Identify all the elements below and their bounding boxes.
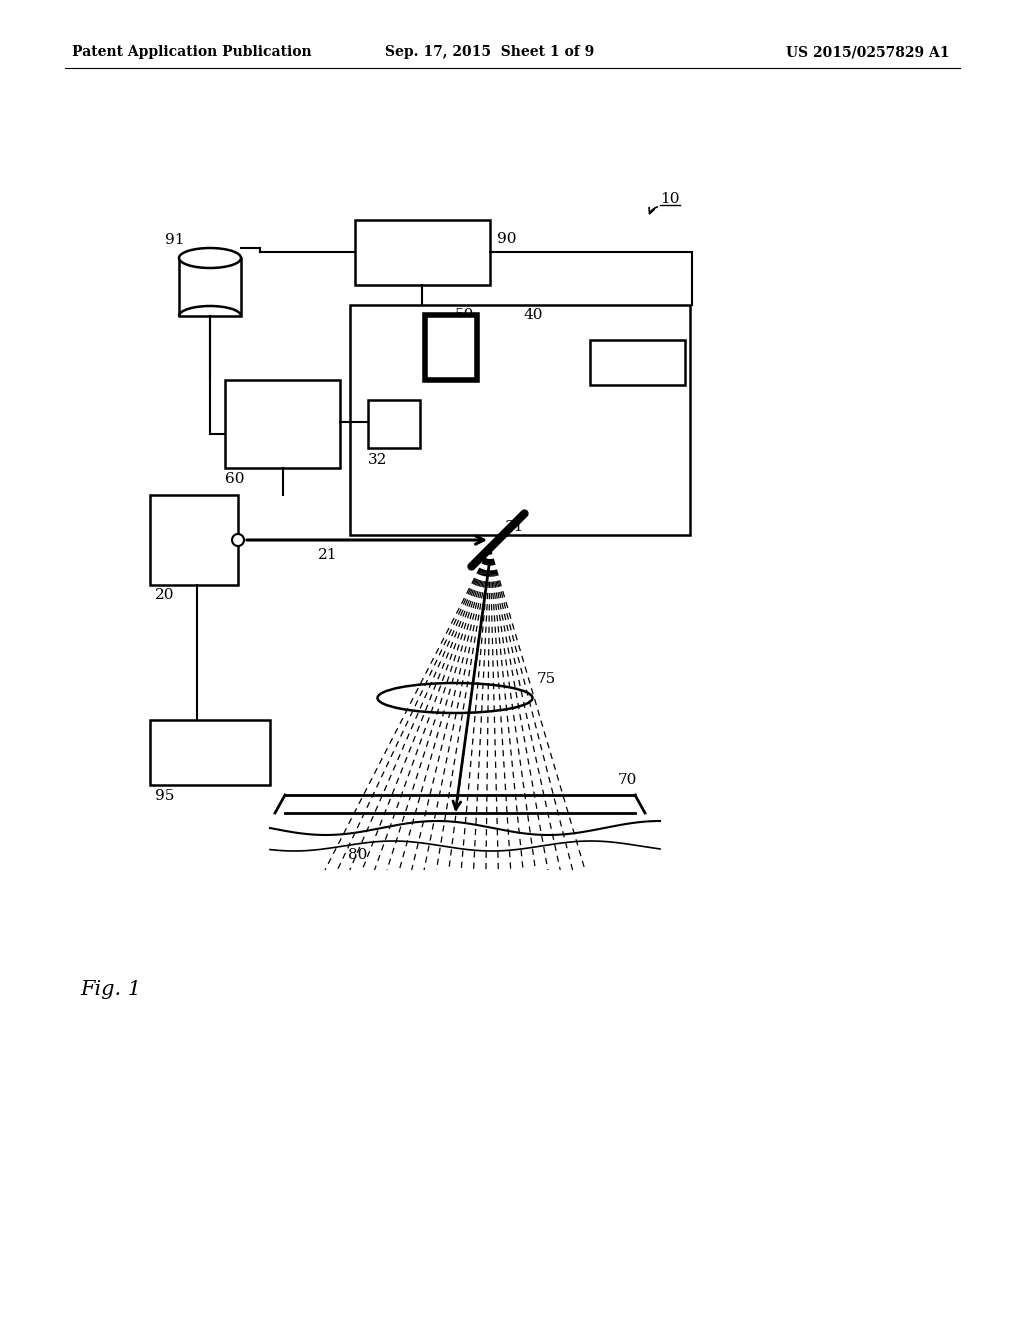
Text: US 2015/0257829 A1: US 2015/0257829 A1 [786, 45, 950, 59]
Text: 50: 50 [455, 308, 474, 322]
Bar [150, 719, 270, 785]
Text: 40: 40 [524, 308, 544, 322]
Text: 31: 31 [505, 520, 524, 535]
Text: Sep. 17, 2015  Sheet 1 of 9: Sep. 17, 2015 Sheet 1 of 9 [385, 45, 595, 59]
Text: 32: 32 [368, 453, 387, 467]
Text: 90: 90 [497, 232, 516, 246]
Bar [179, 257, 241, 315]
Text: Fig. 1: Fig. 1 [80, 979, 141, 999]
Text: 21: 21 [318, 548, 338, 562]
Text: 75: 75 [537, 672, 556, 686]
Circle shape [232, 535, 244, 546]
Text: 70: 70 [618, 774, 637, 787]
Text: 60: 60 [225, 473, 245, 486]
Text: 10: 10 [660, 191, 680, 206]
Text: 80: 80 [348, 847, 368, 862]
Text: 95: 95 [155, 789, 174, 803]
Bar [350, 305, 690, 535]
Bar [590, 341, 685, 385]
Bar [225, 380, 340, 469]
Text: Patent Application Publication: Patent Application Publication [72, 45, 311, 59]
Bar [425, 315, 477, 380]
Bar [355, 220, 490, 285]
Text: 20: 20 [155, 587, 174, 602]
Ellipse shape [179, 248, 241, 268]
Bar [150, 495, 238, 585]
Bar [368, 400, 420, 447]
Text: 91: 91 [165, 234, 184, 247]
